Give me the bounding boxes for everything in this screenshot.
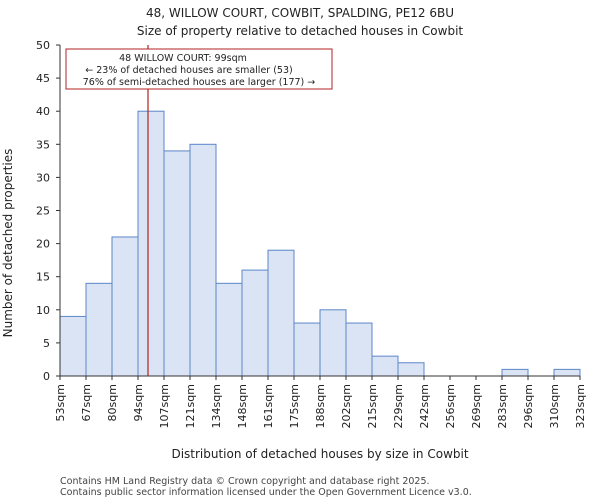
y-axis-title: Number of detached properties (1, 149, 15, 338)
bar-175sqm (293, 322, 321, 377)
x-tick-label: 188sqm (314, 384, 327, 428)
bar-202sqm (345, 322, 373, 377)
y-tick-label: 35 (36, 138, 50, 151)
y-tick-label: 40 (36, 105, 50, 118)
y-axis-ticks: 0 5 10 15 20 25 30 35 40 45 50 (36, 39, 60, 383)
x-tick-label: 310sqm (548, 384, 561, 428)
annotation-border (65, 48, 333, 90)
x-tick-label: 283sqm (496, 384, 509, 428)
bar-94sqm (137, 110, 165, 377)
bar-283sqm (501, 368, 529, 377)
x-tick-label: 175sqm (288, 384, 301, 428)
bar-310sqm (553, 368, 581, 377)
x-tick-label: 229sqm (392, 384, 405, 428)
bar-53sqm (59, 315, 87, 377)
bar-121sqm (189, 143, 217, 377)
chart-subtitle: Size of property relative to detached ho… (137, 24, 464, 38)
bar-80sqm (111, 236, 139, 377)
y-tick-label: 10 (36, 304, 50, 317)
annotation-line-2: ← 23% of detached houses are smaller (53… (85, 65, 292, 76)
x-tick-label: 296sqm (522, 384, 535, 428)
y-tick-label: 50 (36, 39, 50, 52)
x-axis-ticks: 53sqm 67sqm 80sqm 94sqm 107sqm 121sqm 134sqm 14… (54, 376, 587, 428)
x-tick-label: 242sqm (418, 384, 431, 428)
annotation-box: 48 WILLOW COURT: 99sqm ← 23% of detached… (65, 48, 333, 90)
footer-line-1: Contains HM Land Registry data © Crown c… (60, 476, 430, 487)
x-tick-label: 148sqm (236, 384, 249, 428)
y-tick-label: 30 (36, 171, 50, 184)
bars-group (59, 110, 581, 377)
y-tick-label: 15 (36, 271, 50, 284)
x-tick-label: 215sqm (366, 384, 379, 428)
x-tick-label: 121sqm (184, 384, 197, 428)
y-tick-label: 20 (36, 238, 50, 251)
bar-188sqm (319, 309, 347, 377)
bar-215sqm (371, 355, 399, 377)
x-tick-label: 67sqm (80, 384, 93, 421)
y-tick-label: 0 (43, 370, 50, 383)
x-tick-label: 202sqm (340, 384, 353, 428)
bar-67sqm (85, 282, 113, 377)
chart-title: 48, WILLOW COURT, COWBIT, SPALDING, PE12… (146, 6, 454, 20)
bar-107sqm (163, 150, 191, 377)
bar-148sqm (241, 269, 269, 377)
annotation-line-1: 48 WILLOW COURT: 99sqm (119, 53, 247, 64)
y-tick-label: 25 (36, 205, 50, 218)
x-tick-label: 94sqm (132, 384, 145, 421)
bar-161sqm (267, 249, 295, 377)
footer-line-2: Contains public sector information licen… (60, 487, 472, 498)
x-tick-label: 161sqm (262, 384, 275, 428)
x-tick-label: 269sqm (470, 384, 483, 428)
bar-229sqm (397, 362, 425, 377)
y-tick-label: 45 (36, 72, 50, 85)
x-tick-label: 80sqm (106, 384, 119, 421)
x-tick-label: 323sqm (574, 384, 587, 428)
y-tick-label: 5 (43, 337, 50, 350)
bar-134sqm (215, 282, 243, 377)
x-tick-label: 134sqm (210, 384, 223, 428)
annotation-line-3: 76% of semi-detached houses are larger (… (83, 77, 316, 88)
x-tick-label: 107sqm (158, 384, 171, 428)
x-tick-label: 53sqm (54, 384, 67, 421)
x-tick-label: 256sqm (444, 384, 457, 428)
x-axis-title: Distribution of detached houses by size … (171, 447, 468, 461)
